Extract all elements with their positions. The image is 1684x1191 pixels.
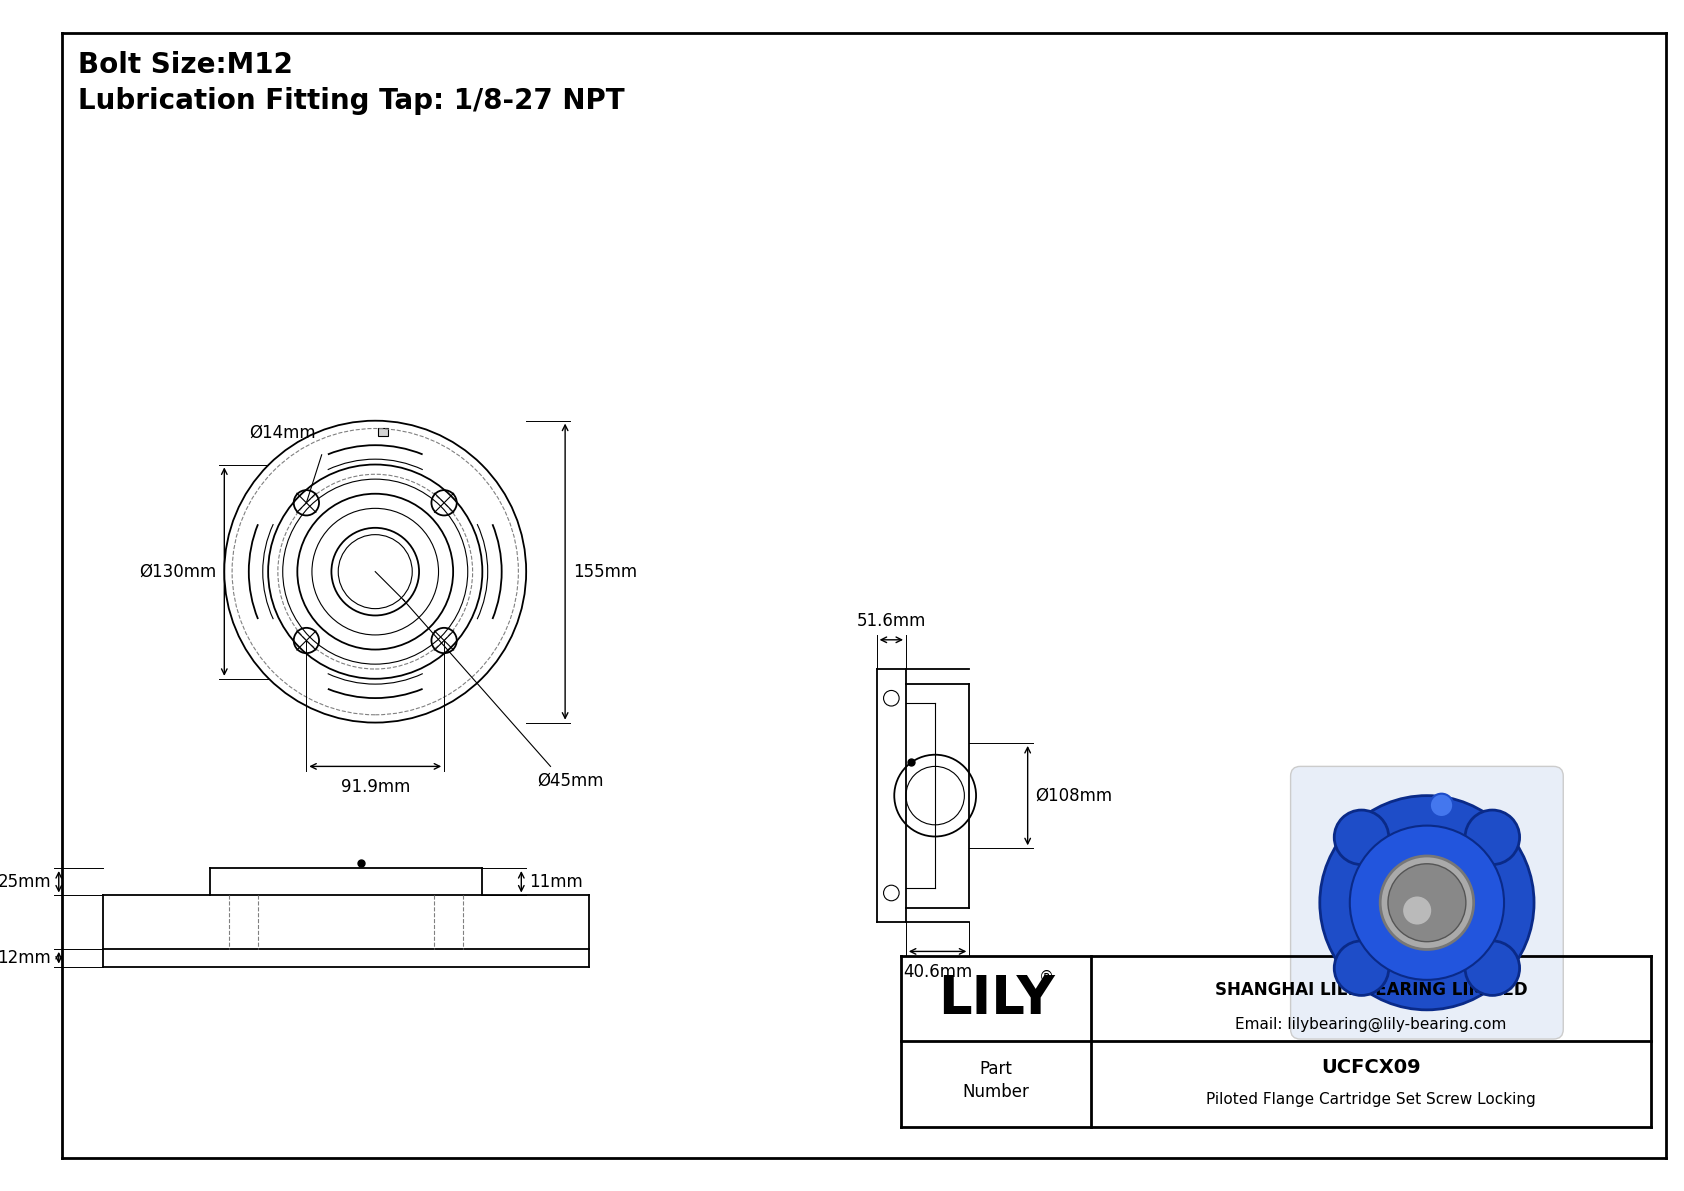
Text: Lubrication Fitting Tap: 1/8-27 NPT: Lubrication Fitting Tap: 1/8-27 NPT	[77, 87, 625, 114]
FancyBboxPatch shape	[1290, 766, 1563, 1039]
Circle shape	[1381, 856, 1474, 949]
Text: 91.9mm: 91.9mm	[340, 778, 409, 796]
Circle shape	[1351, 825, 1504, 980]
Text: 25mm: 25mm	[0, 873, 51, 891]
Text: UCFCX09: UCFCX09	[1322, 1058, 1421, 1077]
Circle shape	[1465, 810, 1519, 865]
Text: 155mm: 155mm	[573, 562, 637, 581]
Text: Part
Number: Part Number	[963, 1060, 1029, 1102]
Circle shape	[1403, 897, 1431, 924]
Text: Ø108mm: Ø108mm	[1036, 786, 1113, 805]
Circle shape	[1334, 810, 1389, 865]
Text: Bolt Size:M12: Bolt Size:M12	[77, 51, 293, 79]
Text: 12mm: 12mm	[0, 949, 51, 967]
Text: 40.6mm: 40.6mm	[903, 964, 972, 981]
Text: Email: lilybearing@lily-bearing.com: Email: lilybearing@lily-bearing.com	[1236, 1017, 1507, 1033]
Text: ®: ®	[1039, 969, 1054, 985]
Circle shape	[1320, 796, 1534, 1010]
Bar	[379, 429, 387, 436]
Text: Piloted Flange Cartridge Set Screw Locking: Piloted Flange Cartridge Set Screw Locki…	[1206, 1092, 1536, 1106]
Circle shape	[1430, 793, 1453, 817]
Circle shape	[1465, 941, 1519, 996]
Text: LILY: LILY	[938, 973, 1054, 1025]
Circle shape	[1388, 863, 1465, 942]
Circle shape	[1334, 941, 1389, 996]
Text: Ø130mm: Ø130mm	[140, 562, 217, 581]
Text: Ø14mm: Ø14mm	[249, 423, 317, 442]
Text: 11mm: 11mm	[529, 873, 583, 891]
Text: 51.6mm: 51.6mm	[857, 612, 926, 630]
Text: Ø45mm: Ø45mm	[537, 772, 603, 790]
Text: SHANGHAI LILY BEARING LIMITED: SHANGHAI LILY BEARING LIMITED	[1214, 981, 1527, 999]
